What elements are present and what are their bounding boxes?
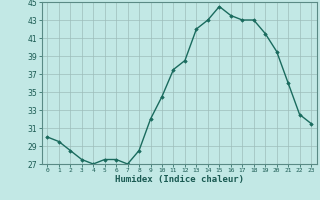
X-axis label: Humidex (Indice chaleur): Humidex (Indice chaleur): [115, 175, 244, 184]
